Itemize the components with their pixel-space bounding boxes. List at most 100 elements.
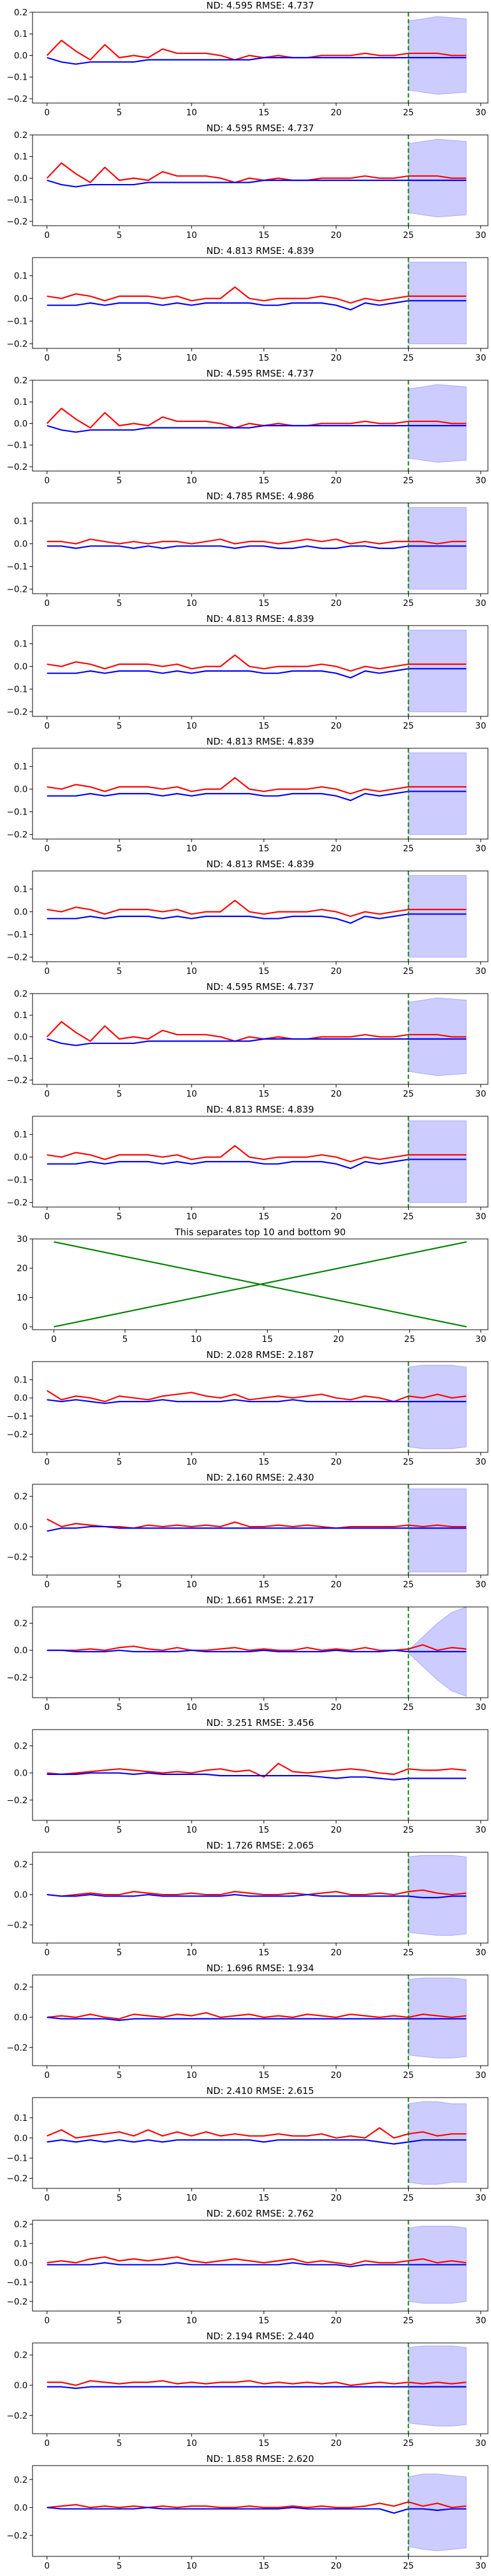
x-tick-label: 25 — [403, 721, 414, 731]
y-tick-label: 0.1 — [14, 29, 28, 39]
chart-title: ND: 4.813 RMSE: 4.839 — [206, 1104, 314, 1115]
x-tick-label: 20 — [331, 2439, 342, 2448]
plot-area — [47, 752, 467, 835]
y-tick-label: 0.2 — [14, 8, 28, 18]
chart-title: ND: 2.410 RMSE: 2.615 — [206, 2085, 314, 2096]
y-tick-label: 0.0 — [14, 1769, 28, 1779]
chart-panel-21: ND: 1.858 RMSE: 2.620 −0.2 0.0 0.2 0 5 10 15 20 2… — [7, 2453, 489, 2571]
x-tick-label: 30 — [475, 1212, 486, 1222]
x-tick-label: 30 — [475, 108, 486, 118]
x-tick-label: 5 — [117, 1212, 122, 1222]
x-tick-label: 25 — [403, 108, 414, 118]
plot-area — [47, 1488, 467, 1573]
y-tick-label: −0.2 — [7, 2043, 28, 2053]
series-line-2 — [47, 2507, 466, 2514]
x-tick-label: 10 — [186, 476, 197, 486]
series-line-1 — [47, 2127, 466, 2139]
x-tick-label: 10 — [186, 721, 197, 731]
chart-panel-2: ND: 4.595 RMSE: 4.737 −0.2 −0.1 0.0 0.1 0.2 0 5… — [7, 123, 489, 240]
uncertainty-band — [408, 1120, 467, 1203]
plot-area — [47, 2225, 467, 2304]
x-tick-label: 15 — [258, 1212, 269, 1222]
x-tick-label: 30 — [475, 967, 486, 976]
x-tick-label: 20 — [331, 1089, 342, 1099]
x-tick-label: 20 — [331, 844, 342, 854]
x-tick-label: 20 — [331, 599, 342, 608]
y-tick-label: −0.1 — [7, 930, 28, 940]
x-tick-label: 10 — [186, 2316, 197, 2326]
y-tick-label: −0.1 — [7, 562, 28, 572]
uncertainty-band — [408, 16, 467, 95]
y-tick-label: −0.2 — [7, 1920, 28, 1930]
x-tick-label: 25 — [403, 844, 414, 854]
x-tick-label: 10 — [186, 231, 197, 240]
x-tick-label: 10 — [186, 2439, 197, 2448]
plot-area — [47, 2345, 467, 2427]
uncertainty-band — [408, 139, 467, 218]
x-tick-label: 15 — [258, 1948, 269, 1958]
x-tick-label: 30 — [475, 1335, 486, 1344]
y-tick-label: −0.2 — [7, 2411, 28, 2421]
series-line-2 — [47, 1525, 466, 1532]
chart-panel-1: ND: 4.595 RMSE: 4.737 −0.2 −0.1 0.0 0.1 0.2 0 5… — [7, 0, 489, 118]
chart-panel-6: ND: 4.813 RMSE: 4.839 −0.2 −0.1 0.0 0.1 0 5 10 1… — [7, 613, 489, 731]
x-tick-label: 20 — [331, 2193, 342, 2203]
x-tick-label: 5 — [117, 353, 122, 363]
y-tick-label: −0.1 — [7, 685, 28, 695]
y-tick-label: 0.0 — [14, 662, 28, 672]
x-tick-label: 15 — [258, 844, 269, 854]
series-line-2 — [47, 300, 466, 311]
axes-frame — [32, 502, 489, 594]
chart-panel-12: ND: 2.028 RMSE: 2.187 −0.2 −0.1 0.0 0.1 0 5 10 1… — [7, 1349, 489, 1467]
x-tick-label: 20 — [331, 1825, 342, 1835]
axes-frame — [32, 1484, 489, 1576]
y-tick-label: −0.1 — [7, 73, 28, 83]
plot-area — [47, 507, 467, 590]
uncertainty-band — [408, 1855, 467, 1936]
series-line-1 — [47, 899, 466, 918]
series-line-1 — [47, 2256, 466, 2266]
x-tick-label: 30 — [475, 1089, 486, 1099]
y-tick-label: 0.0 — [14, 174, 28, 183]
x-tick-label: 20 — [331, 353, 342, 363]
chart-panel-3: ND: 4.813 RMSE: 4.839 −0.2 −0.1 0.0 0.1 0 5 10 1… — [7, 245, 489, 363]
uncertainty-band — [408, 507, 467, 590]
y-tick-label: 0.2 — [14, 2475, 28, 2485]
x-tick-label: 5 — [117, 1457, 122, 1467]
x-tick-label: 25 — [403, 2071, 414, 2080]
series-line-2 — [47, 545, 466, 550]
y-tick-label: 0.0 — [14, 294, 28, 304]
uncertainty-band — [408, 997, 467, 1076]
y-tick-label: 0.2 — [14, 376, 28, 386]
x-tick-label: 0 — [44, 2193, 50, 2203]
series-line-2 — [47, 668, 466, 679]
chart-title: This separates top 10 and bottom 90 — [174, 1227, 346, 1238]
x-tick-label: 15 — [258, 721, 269, 731]
chart-title: ND: 1.726 RMSE: 2.065 — [206, 1840, 314, 1851]
y-tick-label: −0.2 — [7, 585, 28, 595]
uncertainty-band — [408, 2474, 467, 2551]
x-tick-label: 5 — [117, 108, 122, 118]
x-tick-label: 10 — [186, 2193, 197, 2203]
y-tick-label: 0.1 — [14, 517, 28, 527]
x-tick-label: 10 — [186, 1580, 197, 1590]
series-line-1 — [46, 39, 466, 61]
chart-title: ND: 4.595 RMSE: 4.737 — [206, 123, 314, 134]
y-tick-label: −0.2 — [7, 340, 28, 350]
series-line-1 — [47, 2501, 466, 2509]
y-tick-label: 20 — [17, 1264, 28, 1274]
series-line-1 — [47, 286, 466, 304]
x-tick-label: 10 — [186, 1212, 197, 1222]
x-tick-label: 0 — [44, 231, 50, 240]
x-tick-label: 10 — [186, 108, 197, 118]
axes-frame — [32, 134, 489, 226]
y-tick-label: 0.1 — [14, 2239, 28, 2249]
x-tick-label: 10 — [186, 2561, 197, 2571]
x-tick-label: 25 — [403, 2561, 414, 2571]
x-tick-label: 15 — [262, 1335, 273, 1344]
x-tick-label: 0 — [44, 1212, 50, 1222]
x-tick-label: 15 — [258, 2561, 269, 2571]
y-tick-label: 0.2 — [14, 2351, 28, 2361]
x-tick-label: 20 — [331, 1703, 342, 1712]
y-tick-label: −0.2 — [7, 1076, 28, 1086]
